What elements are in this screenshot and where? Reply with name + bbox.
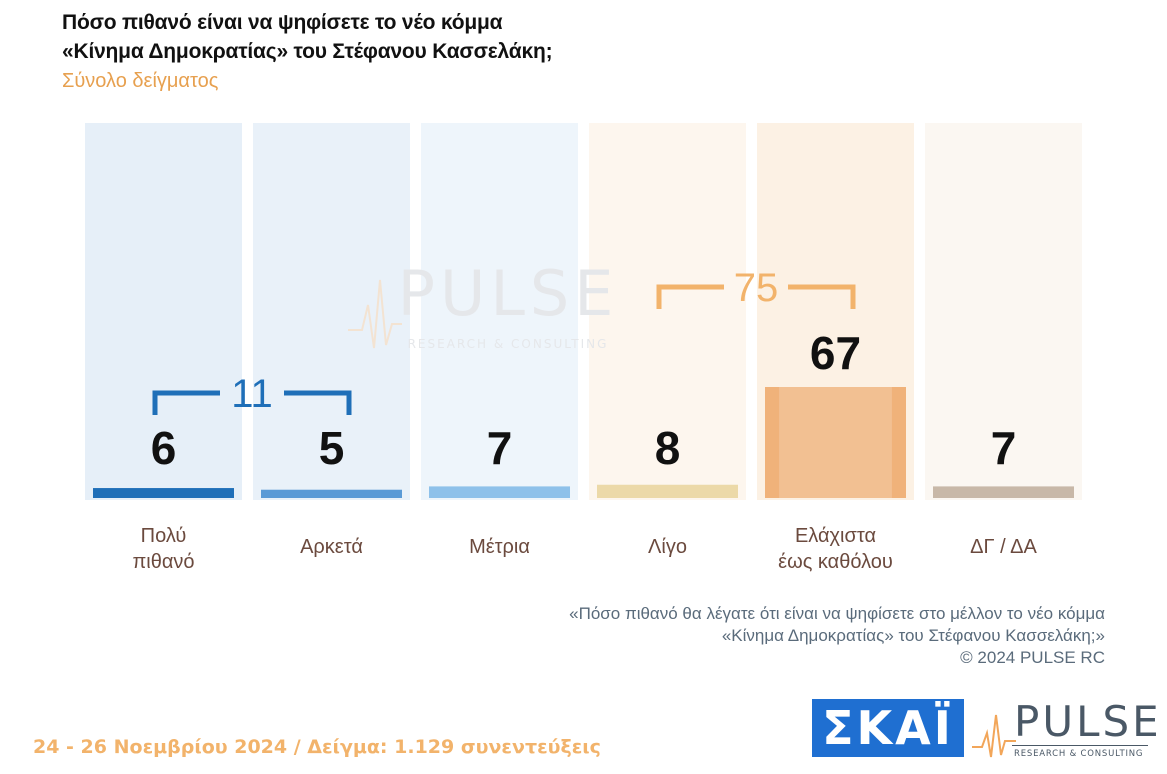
bracket-left xyxy=(656,284,724,309)
category-label: Λίγο xyxy=(648,536,687,558)
pulse-logo-rule xyxy=(1012,745,1148,746)
bar xyxy=(933,486,1074,498)
watermark-pulse: PULSE xyxy=(398,257,619,330)
bar xyxy=(765,387,906,498)
title-line-2: «Κίνημα Δημοκρατίας» του Στέφανου Κασσελ… xyxy=(62,40,553,63)
bracket-sum-label: 75 xyxy=(734,266,779,310)
bracket-right xyxy=(788,284,856,309)
bar xyxy=(429,486,570,498)
category-label: πιθανό xyxy=(132,551,194,573)
category-label: έως καθόλου xyxy=(778,551,893,573)
bracket-left xyxy=(152,390,220,415)
pulse-logo-word: PULSE xyxy=(1014,697,1162,746)
skai-logo: ΣΚΑΪ xyxy=(812,699,964,757)
footnote-line-2: «Κίνημα Δημοκρατίας» του Στέφανου Κασσελ… xyxy=(721,626,1105,645)
column-background xyxy=(589,123,746,500)
chart-subtitle: Σύνολο δείγματος xyxy=(62,70,219,92)
column-background xyxy=(85,123,242,500)
value-label: 5 xyxy=(319,422,345,474)
pulse-logo: PULSE RESEARCH & CONSULTING xyxy=(972,697,1159,763)
value-label: 6 xyxy=(151,422,177,474)
column-background xyxy=(421,123,578,500)
category-label: Ελάχιστα xyxy=(795,525,876,547)
question-footnote: «Πόσο πιθανό θα λέγατε ότι είναι να ψηφί… xyxy=(405,603,1105,669)
category-label: Μέτρια xyxy=(469,536,530,558)
copyright: © 2024 PULSE RC xyxy=(960,648,1105,667)
bar xyxy=(261,489,402,498)
bar xyxy=(93,488,234,498)
pulse-heartbeat-icon xyxy=(972,714,1016,758)
category-label: ΔΓ / ΔΑ xyxy=(970,536,1037,558)
value-label: 67 xyxy=(810,327,861,379)
bar xyxy=(597,484,738,498)
value-label: 8 xyxy=(655,422,681,474)
column-background xyxy=(925,123,1082,500)
category-label: Αρκετά xyxy=(300,536,363,558)
footnote-line-1: «Πόσο πιθανό θα λέγατε ότι είναι να ψηφί… xyxy=(569,604,1105,623)
bar-chart: PULSE RESEARCH & CONSULTING 6 5 7 8 67 7 Πολύ πιθ… xyxy=(85,123,1082,573)
value-label: 7 xyxy=(991,422,1017,474)
chart-title: Πόσο πιθανό είναι να ψηφίσετε το νέο κόμ… xyxy=(62,8,782,66)
watermark-subtitle: RESEARCH & CONSULTING xyxy=(408,337,609,351)
watermark-heartbeat-icon xyxy=(348,279,402,349)
bar-highlight xyxy=(779,387,892,498)
bracket-right xyxy=(284,390,352,415)
category-label: Πολύ xyxy=(141,525,187,547)
bracket-sum-label: 11 xyxy=(231,372,273,416)
pulse-logo-subtitle: RESEARCH & CONSULTING xyxy=(1014,749,1144,759)
title-line-1: Πόσο πιθανό είναι να ψηφίσετε το νέο κόμ… xyxy=(62,11,503,34)
value-label: 7 xyxy=(487,422,513,474)
survey-date-and-sample: 24 - 26 Νοεμβρίου 2024 / Δείγμα: 1.129 σ… xyxy=(33,736,601,758)
